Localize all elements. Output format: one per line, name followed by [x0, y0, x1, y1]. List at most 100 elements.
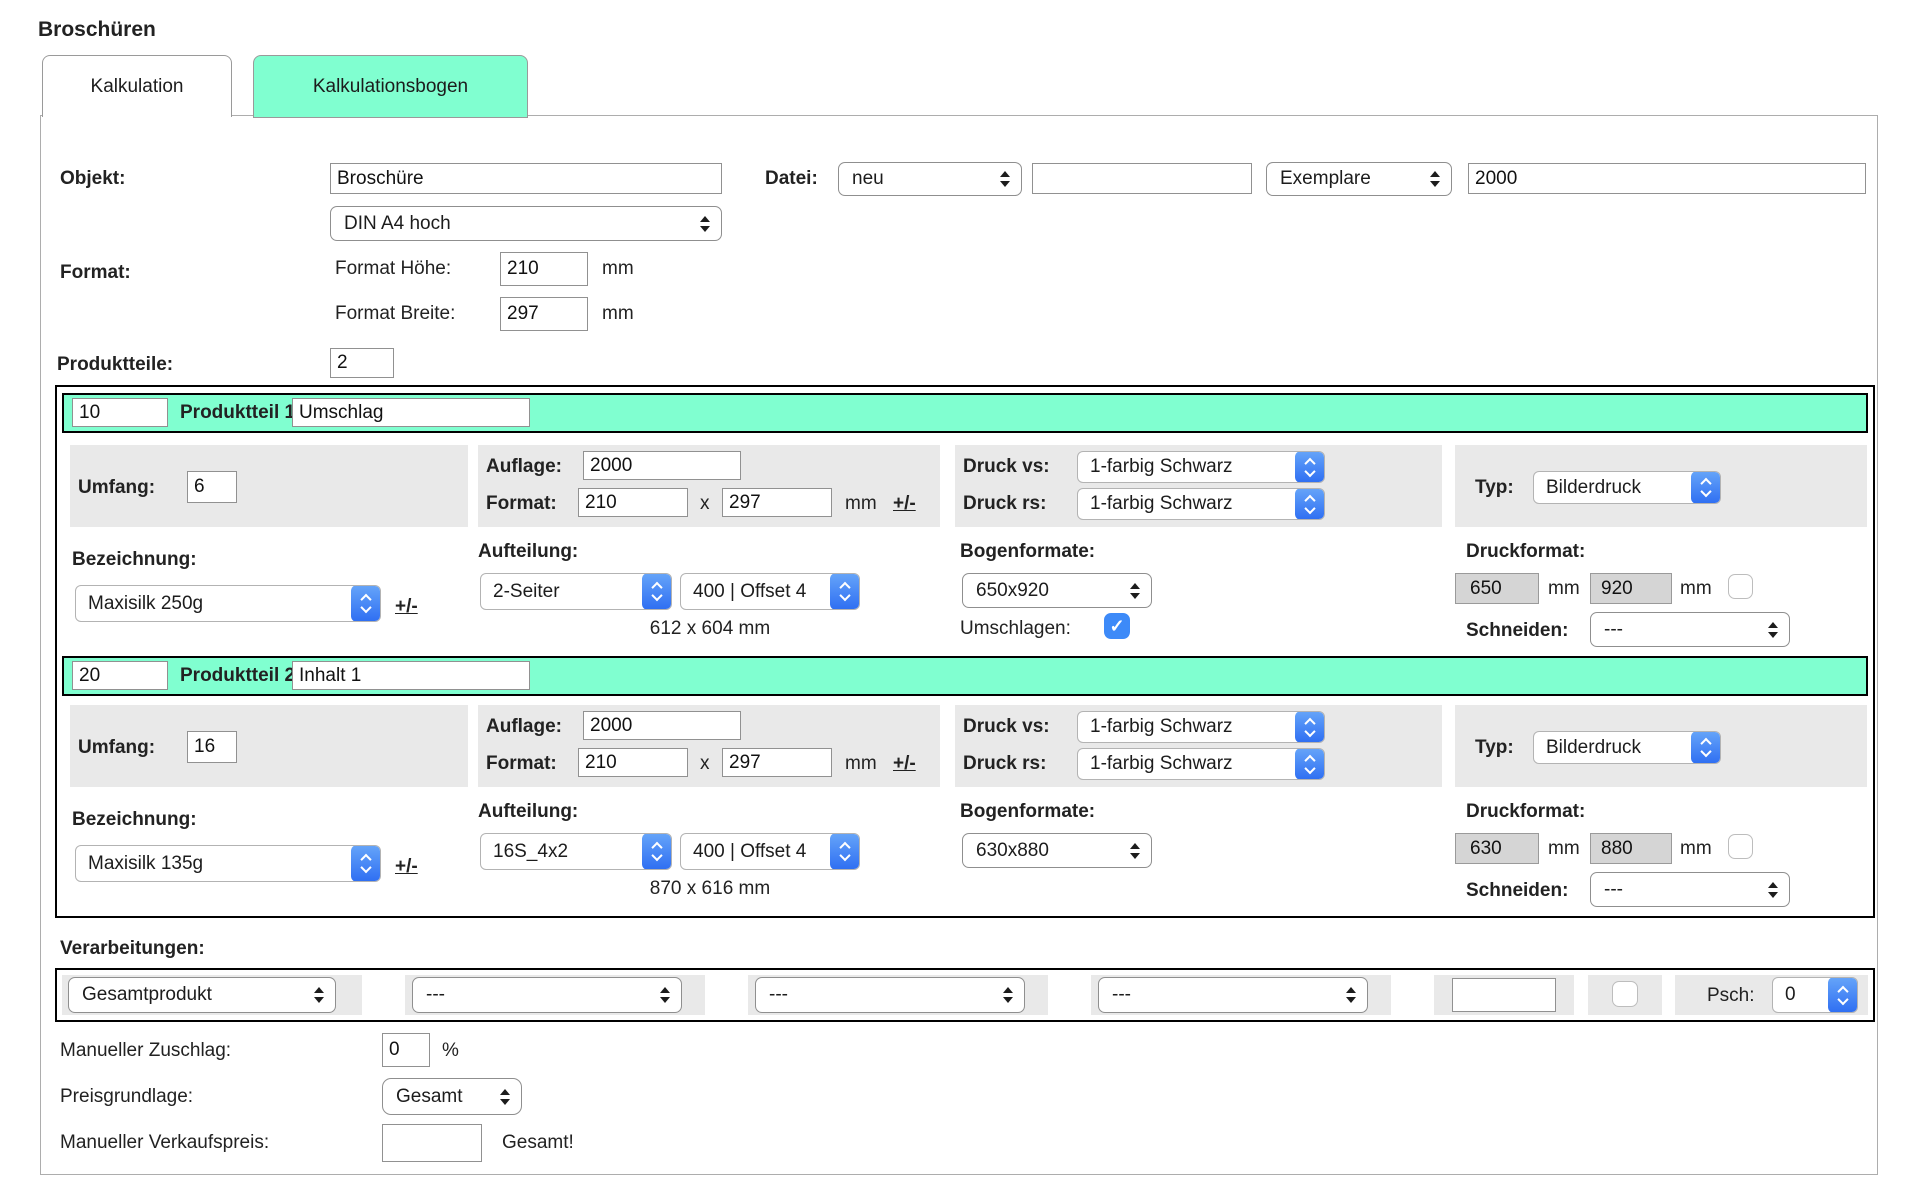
part2-schneiden-value: --- — [1604, 878, 1623, 900]
part2-format-plusminus-link[interactable]: +/- — [893, 753, 916, 774]
part2-bogenformate-label: Bogenformate: — [960, 801, 1096, 822]
part2-maschine-value: 400 | Offset 4 — [693, 840, 807, 862]
select-chevrons-icon — [351, 846, 380, 881]
psch-value: 0 — [1785, 984, 1796, 1005]
psch-select[interactable]: 0 — [1772, 977, 1858, 1013]
part2-schneiden-select[interactable]: --- — [1590, 872, 1790, 907]
verarbeitungen-select-4[interactable]: --- — [1098, 977, 1368, 1013]
part1-title: Produktteil 1 — [180, 402, 296, 423]
datei-file-input[interactable] — [1032, 163, 1252, 194]
part1-druckformat-checkbox[interactable] — [1728, 574, 1753, 599]
verarbeitungen-select-1-value: Gesamtprodukt — [82, 984, 212, 1005]
part2-format-h-input[interactable] — [722, 748, 832, 777]
part1-druck-rs-select[interactable]: 1-farbig Schwarz — [1077, 488, 1325, 520]
part1-druck-vs-select[interactable]: 1-farbig Schwarz — [1077, 451, 1325, 483]
part2-format-unit: mm — [845, 753, 877, 774]
part2-druck-rs-label: Druck rs: — [963, 753, 1047, 774]
tab-kalkulationsbogen[interactable]: Kalkulationsbogen — [253, 55, 528, 118]
part2-format-label: Format: — [486, 753, 557, 774]
zuschlag-input[interactable] — [382, 1033, 430, 1067]
part2-druck-vs-select[interactable]: 1-farbig Schwarz — [1077, 711, 1325, 743]
produktteile-input[interactable] — [330, 348, 394, 378]
part1-format-h-input[interactable] — [722, 488, 832, 517]
part2-auflage-input[interactable] — [583, 711, 741, 740]
datei-label: Datei: — [765, 168, 818, 189]
tab-kalkulation[interactable]: Kalkulation — [42, 55, 232, 117]
verarbeitungen-select-3[interactable]: --- — [755, 977, 1025, 1013]
part1-typ-value: Bilderdruck — [1546, 476, 1642, 498]
part2-typ-select[interactable]: Bilderdruck — [1533, 731, 1721, 764]
part2-druck-rs-value: 1-farbig Schwarz — [1090, 753, 1233, 774]
verkaufspreis-label: Manueller Verkaufspreis: — [60, 1132, 270, 1153]
part2-aufteilung-select[interactable]: 16S_4x2 — [480, 833, 672, 870]
part2-maschine-select[interactable]: 400 | Offset 4 — [680, 833, 860, 870]
part2-typ-label: Typ: — [1475, 737, 1514, 758]
part1-umfang-block — [70, 445, 468, 527]
part2-bezeichnung-value: Maxisilk 135g — [88, 852, 204, 874]
part2-umfang-label: Umfang: — [78, 737, 156, 758]
part1-auflage-input[interactable] — [583, 451, 741, 480]
part2-druckformat-checkbox[interactable] — [1728, 834, 1753, 859]
part2-druckformat-w-unit: mm — [1548, 838, 1580, 859]
select-arrows-icon — [1129, 842, 1141, 859]
part2-format-w-input[interactable] — [578, 748, 688, 777]
part2-druckformat-w-input[interactable] — [1455, 833, 1539, 864]
part2-umfang-input[interactable] — [187, 731, 237, 763]
verarbeitungen-input[interactable] — [1452, 978, 1556, 1012]
part1-bogenformat-value: 650x920 — [976, 579, 1049, 601]
part1-format-w-input[interactable] — [578, 488, 688, 517]
part1-schneiden-value: --- — [1604, 618, 1623, 640]
part1-format-plusminus-link[interactable]: +/- — [893, 493, 916, 514]
part1-druckformat-h-input[interactable] — [1590, 573, 1672, 604]
part1-aufteilung-value: 2-Seiter — [493, 580, 560, 602]
part1-aufteilung-select[interactable]: 2-Seiter — [480, 573, 672, 610]
part1-druckformat-w-input[interactable] — [1455, 573, 1539, 604]
format-hoehe-input[interactable] — [500, 252, 588, 286]
verkaufspreis-input[interactable] — [382, 1124, 482, 1162]
verarbeitungen-select-4-value: --- — [1112, 984, 1131, 1005]
preisgrundlage-select[interactable]: Gesamt — [382, 1078, 522, 1115]
tab-kalkulationsbogen-label: Kalkulationsbogen — [312, 75, 469, 97]
format-preset-select[interactable]: DIN A4 hoch — [330, 206, 722, 241]
select-chevrons-icon — [1295, 489, 1324, 519]
verarbeitungen-checkbox[interactable] — [1612, 981, 1638, 1007]
part2-bezeichnung-select[interactable]: Maxisilk 135g — [75, 845, 381, 882]
preisgrundlage-label: Preisgrundlage: — [60, 1086, 194, 1107]
exemplare-select-value: Exemplare — [1280, 168, 1371, 189]
part2-druck-rs-select[interactable]: 1-farbig Schwarz — [1077, 748, 1325, 780]
part2-bogenformat-select[interactable]: 630x880 — [962, 833, 1152, 868]
exemplare-select[interactable]: Exemplare — [1266, 162, 1452, 196]
part2-name-input[interactable] — [292, 661, 530, 690]
part1-auflage-label: Auflage: — [486, 456, 562, 477]
verarbeitungen-select-2[interactable]: --- — [412, 977, 682, 1013]
part1-name-input[interactable] — [292, 398, 530, 427]
part2-druck-vs-label: Druck vs: — [963, 716, 1050, 737]
part1-typ-select[interactable]: Bilderdruck — [1533, 471, 1721, 504]
part1-bezeichnung-select[interactable]: Maxisilk 250g — [75, 585, 381, 622]
format-breite-label: Format Breite: — [335, 303, 456, 324]
part1-druckformat-h-unit: mm — [1680, 578, 1712, 599]
part1-umschlagen-checkbox[interactable] — [1104, 613, 1130, 639]
datei-select[interactable]: neu — [838, 162, 1022, 196]
part2-druckformat-h-input[interactable] — [1590, 833, 1672, 864]
part2-umfang-block — [70, 705, 468, 787]
format-breite-unit: mm — [602, 303, 634, 324]
verarbeitungen-select-1[interactable]: Gesamtprodukt — [68, 977, 336, 1013]
exemplare-input[interactable] — [1468, 163, 1866, 194]
objekt-input[interactable] — [330, 163, 722, 194]
part2-bezeichnung-plusminus-link[interactable]: +/- — [395, 856, 418, 877]
part1-schneiden-select[interactable]: --- — [1590, 612, 1790, 647]
part1-code-input[interactable] — [72, 398, 168, 427]
select-chevrons-icon — [1295, 749, 1324, 779]
part1-bezeichnung-plusminus-link[interactable]: +/- — [395, 596, 418, 617]
format-breite-input[interactable] — [500, 297, 588, 331]
part2-druckformat-h-unit: mm — [1680, 838, 1712, 859]
part1-maschine-select[interactable]: 400 | Offset 4 — [680, 573, 860, 610]
part1-bogenformat-select[interactable]: 650x920 — [962, 573, 1152, 608]
part2-code-input[interactable] — [72, 661, 168, 690]
part1-aufteilung-size: 612 x 604 mm — [649, 618, 771, 639]
part1-umfang-input[interactable] — [187, 471, 237, 503]
datei-select-value: neu — [852, 168, 884, 189]
select-chevrons-icon — [830, 574, 859, 609]
